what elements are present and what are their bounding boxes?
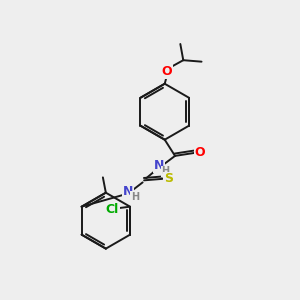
Text: N: N: [154, 159, 164, 172]
Text: N: N: [123, 185, 133, 198]
Text: O: O: [162, 65, 172, 78]
Text: O: O: [194, 146, 205, 159]
Text: H: H: [161, 166, 170, 176]
Text: H: H: [130, 192, 139, 202]
Text: Cl: Cl: [106, 202, 119, 215]
Text: S: S: [164, 172, 173, 185]
